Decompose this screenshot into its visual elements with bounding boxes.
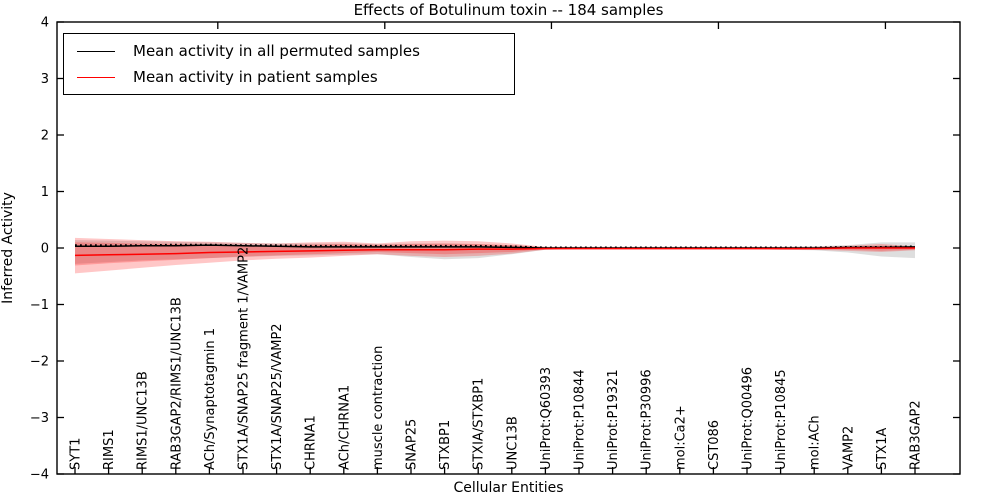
y-tick-label: −1 (30, 298, 49, 313)
x-tick-label: STX1A (875, 428, 890, 470)
x-tick-label: STXIA/STXBP1 (472, 378, 487, 470)
legend-item-permuted: Mean activity in all permuted samples (77, 42, 514, 60)
chart-title: Effects of Botulinum toxin -- 184 sample… (353, 1, 664, 19)
x-tick-label: muscle contraction (371, 346, 386, 470)
x-tick-label: STX1A/SNAP25/VAMP2 (270, 323, 285, 470)
x-tick-label: CST086 (707, 420, 722, 470)
x-tick-label: RIMS1/UNC13B (136, 371, 151, 470)
legend-box: Mean activity in all permuted samples Me… (63, 33, 515, 95)
x-tick-label: UniProt:P30996 (640, 369, 655, 470)
x-tick-label: STX1A/SNAP25 fragment 1/VAMP2 (237, 247, 252, 470)
y-tick-label: −2 (30, 355, 49, 370)
y-tick-label: 0 (41, 242, 49, 257)
x-tick-label: mol:Ca2+ (673, 405, 688, 470)
x-tick-label: UniProt:P10845 (774, 369, 789, 470)
x-tick-label: SNAP25 (405, 419, 420, 470)
x-tick-label: ACh/Synaptotagmin 1 (203, 328, 218, 470)
y-tick-label: −3 (30, 411, 49, 426)
y-axis-label: Inferred Activity (0, 192, 16, 304)
x-tick-label: mol:ACh (808, 415, 823, 470)
series-dotted-000000 (75, 243, 916, 249)
y-tick-label: 2 (41, 129, 49, 144)
x-tick-label: UniProt:Q60393 (539, 367, 554, 470)
x-tick-label: RAB3GAP2/RIMS1/UNC13B (169, 297, 184, 470)
x-tick-label: ACh/CHRNA1 (337, 385, 352, 470)
patient-line-swatch (77, 76, 115, 78)
x-tick-label: UNC13B (505, 416, 520, 470)
permuted-line-swatch (77, 50, 115, 52)
x-tick-label: RAB3GAP2 (909, 400, 924, 470)
y-tick-label: 3 (41, 72, 49, 87)
legend-item-patient: Mean activity in patient samples (77, 68, 514, 86)
series-solid-ff0000 (74, 247, 915, 257)
legend-label-permuted: Mean activity in all permuted samples (133, 42, 420, 60)
x-tick-label: VAMP2 (841, 426, 856, 470)
x-tick-label: UniProt:P19321 (606, 369, 621, 470)
x-tick-label: UniProt:P10844 (573, 369, 588, 470)
y-tick-label: −4 (30, 468, 49, 483)
y-tick-label: 1 (41, 185, 49, 200)
x-tick-label: RIMS1 (102, 429, 117, 470)
x-tick-label: UniProt:Q00496 (741, 367, 756, 470)
x-tick-label: SYT1 (69, 438, 84, 470)
x-axis-label: Cellular Entities (453, 480, 564, 496)
x-tick-label: STXBP1 (438, 420, 453, 470)
y-tick-label: 4 (41, 16, 49, 31)
legend-label-patient: Mean activity in patient samples (133, 68, 378, 86)
x-tick-label: CHRNA1 (304, 415, 319, 470)
